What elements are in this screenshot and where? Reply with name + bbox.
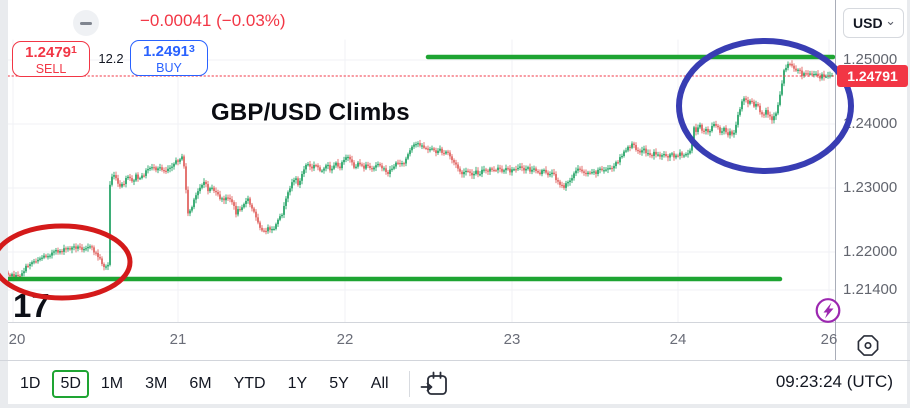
toolbar-separator [0, 360, 910, 361]
range-button-5d[interactable]: 5D [52, 370, 89, 398]
buy-price: 1.2491 [143, 43, 190, 60]
range-buttons: 1D 5D 1M 3M 6M YTD 1Y 5Y All [10, 370, 401, 398]
range-button-ytd[interactable]: YTD [233, 375, 266, 392]
candlestick-chart[interactable] [0, 0, 836, 322]
lightning-icon[interactable] [813, 297, 843, 330]
sell-price-pip: 1 [71, 44, 77, 56]
price-axis-label: 1.23000 [843, 179, 898, 196]
currency-dropdown[interactable]: USD ⌄ [843, 8, 904, 38]
time-axis-separator [8, 322, 910, 323]
headline-text: GBP/USD Climbs [211, 99, 410, 126]
chevron-down-icon: ⌄ [885, 13, 896, 28]
time-axis-label: 24 [669, 331, 687, 348]
frame-strip-bottom [0, 404, 910, 408]
buy-label: BUY [156, 60, 182, 75]
range-button-1m[interactable]: 1M [100, 375, 124, 392]
collapse-button[interactable] [73, 10, 99, 36]
buy-price-pip: 3 [189, 43, 195, 55]
frame-strip-left [0, 0, 8, 404]
sell-price: 1.2479 [25, 44, 72, 61]
price-axis-label: 1.21400 [843, 281, 898, 298]
price-axis-label: 1.22000 [843, 243, 898, 260]
current-price-tag: 1.24791 [837, 65, 908, 87]
minus-icon [80, 22, 92, 25]
range-button-1y[interactable]: 1Y [287, 375, 308, 392]
currency-value: USD [853, 15, 883, 31]
range-toolbar: 1D 5D 1M 3M 6M YTD 1Y 5Y All [10, 361, 450, 407]
price-change-text: −0.00041 (−0.03%) [140, 11, 286, 30]
time-axis-label: 22 [336, 331, 354, 348]
watermark-number: 17 [13, 287, 50, 324]
range-button-1d[interactable]: 1D [20, 375, 41, 392]
price-axis-label: 1.24000 [843, 115, 898, 132]
price-axis-label: 1.25000 [843, 51, 898, 68]
range-button-3m[interactable]: 3M [145, 375, 168, 392]
range-button-5y[interactable]: 5Y [329, 375, 349, 392]
spread-value: 12.2 [98, 51, 124, 66]
time-axis-label: 20 [8, 331, 26, 348]
go-to-date-button[interactable] [420, 370, 450, 398]
buy-button[interactable]: 1.24913 BUY [130, 40, 208, 76]
calendar-icon [420, 371, 447, 395]
clock-display: 09:23:24 (UTC) [775, 372, 893, 391]
price-axis-border [835, 0, 836, 360]
sell-button[interactable]: 1.24791 SELL [12, 41, 90, 77]
toolbar-divider [408, 371, 410, 397]
time-axis-label: 21 [169, 331, 187, 348]
sell-label: SELL [35, 61, 67, 76]
frame-strip-right [907, 0, 910, 404]
time-axis-label: 26 [820, 331, 838, 348]
range-button-all[interactable]: All [370, 375, 389, 392]
gear-icon[interactable] [855, 333, 881, 363]
time-axis-label: 23 [503, 331, 521, 348]
range-button-6m[interactable]: 6M [189, 375, 212, 392]
